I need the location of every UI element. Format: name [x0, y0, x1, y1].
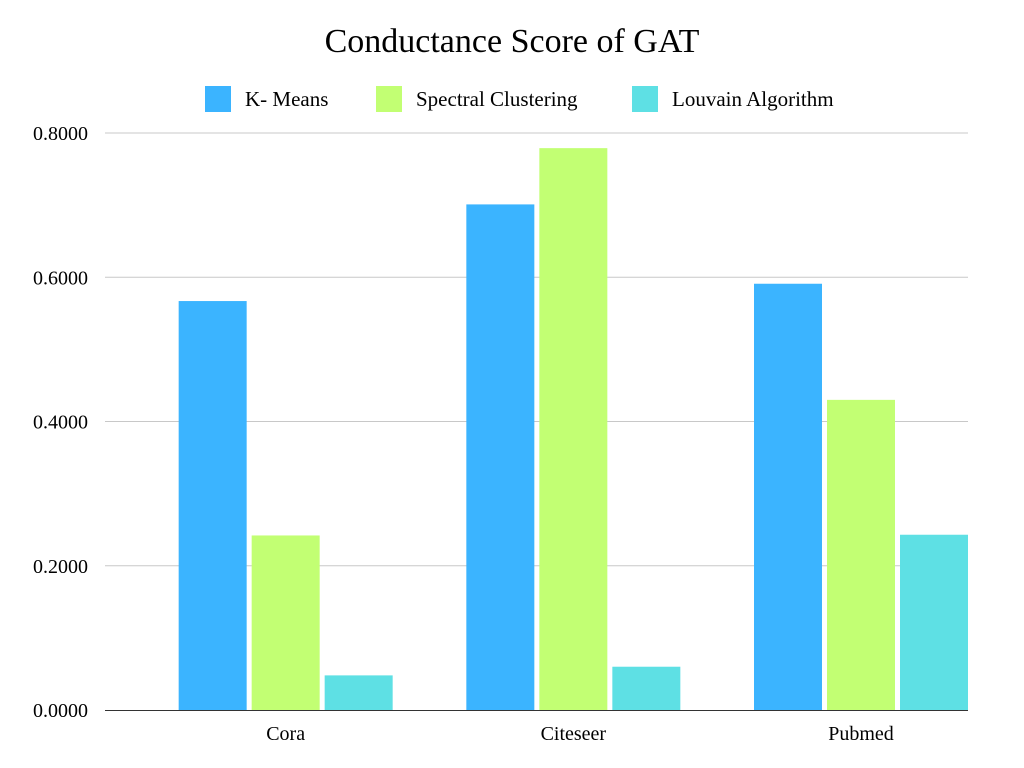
y-tick-label: 0.4000 [33, 412, 88, 434]
x-tick-label: Cora [266, 723, 305, 745]
bar-spectral-clustering-pubmed [827, 399, 895, 710]
bars [178, 148, 968, 711]
gridlines [105, 132, 968, 567]
bar-k-means-pubmed [754, 283, 822, 710]
bar-louvain-algorithm-cora [324, 675, 393, 710]
x-axis-ticks: Cora Citeseer Pubmed [266, 723, 894, 745]
bar-louvain-algorithm-citeseer [612, 666, 681, 710]
legend: K- Means Spectral Clustering Louvain Algor… [205, 86, 834, 112]
legend-swatch [376, 86, 402, 112]
y-tick-label: 0.8000 [33, 123, 88, 145]
legend-label: K- Means [245, 87, 328, 111]
bar-spectral-clustering-cora [251, 535, 320, 710]
legend-label: Louvain Algorithm [672, 87, 834, 111]
y-tick-label: 0.0000 [33, 700, 88, 722]
legend-swatch [205, 86, 231, 112]
bar-louvain-algorithm-pubmed [900, 534, 968, 710]
bar-k-means-citeseer [466, 204, 535, 710]
y-tick-label: 0.2000 [33, 556, 88, 578]
legend-label: Spectral Clustering [416, 87, 578, 111]
bar-spectral-clustering-citeseer [539, 148, 608, 711]
x-tick-label: Pubmed [828, 723, 894, 745]
bar-k-means-cora [178, 301, 247, 710]
legend-swatch [632, 86, 658, 112]
chart-title: Conductance Score of GAT [325, 23, 700, 60]
y-axis-ticks: 0.0000 0.2000 0.4000 0.6000 0.8000 [33, 123, 88, 722]
y-tick-label: 0.6000 [33, 267, 88, 289]
x-tick-label: Citeseer [541, 723, 607, 745]
